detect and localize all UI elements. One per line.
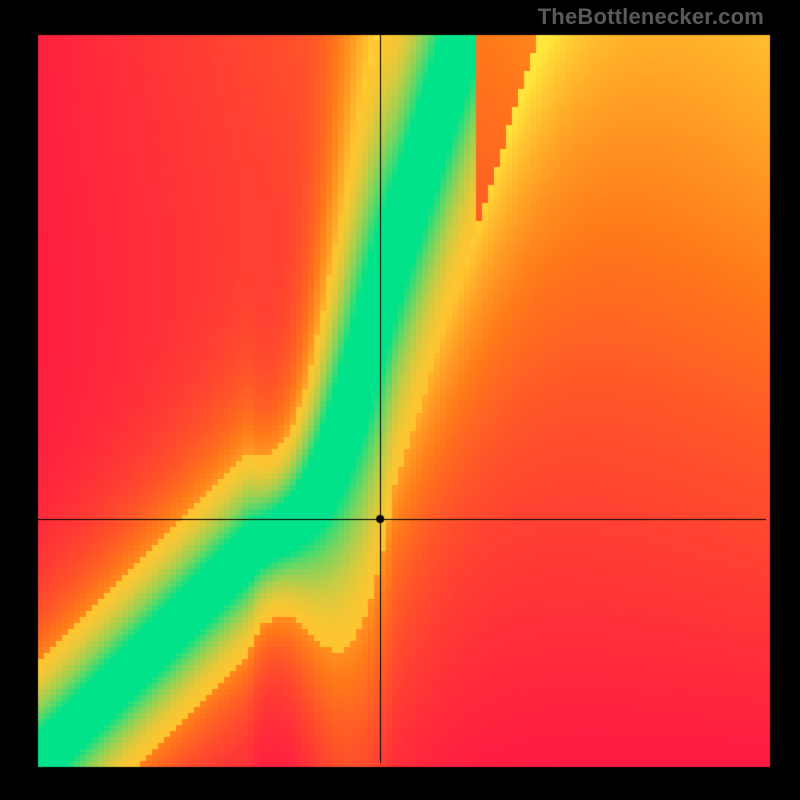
bottleneck-heatmap	[0, 0, 800, 800]
attribution-text: TheBottlenecker.com	[538, 4, 764, 30]
